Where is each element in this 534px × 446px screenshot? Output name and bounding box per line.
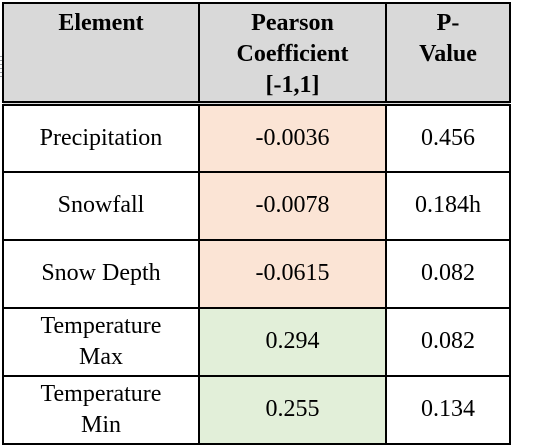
cell-pvalue: 0.082 [385,306,511,377]
element-name-line2: Min [80,411,121,438]
table-row: Snowfall -0.0078 0.184h [2,170,511,241]
element-name: Snowfall [57,192,145,218]
cell-pearson: -0.0036 [198,102,387,173]
cell-element: Snow Depth [2,238,200,309]
table-row: Temperature Max 0.294 0.082 [2,306,511,377]
element-name: Snow Depth [41,260,161,286]
cell-pvalue: 0.456 [385,102,511,173]
cell-pearson: 0.294 [198,306,387,377]
cell-pvalue: 0.082 [385,238,511,309]
element-name: Temperature [40,380,162,407]
header-pearson-line2: Coefficient [236,41,349,67]
header-pearson-coefficient: Pearson Coefficient [-1,1] [198,2,387,105]
header-pvalue-line1: P- [436,10,460,36]
cell-pvalue: 0.134 [385,374,511,445]
header-element: Element [2,2,200,105]
table-row: Temperature Min 0.255 0.134 [2,374,511,445]
header-pearson-line1: Pearson [251,10,334,36]
cell-pearson: 0.255 [198,374,387,445]
header-pearson-line3: [-1,1] [265,72,320,98]
header-pvalue-line2: Value [419,41,477,67]
cell-pvalue: 0.184h [385,170,511,241]
header-element-label: Element [58,10,144,36]
cell-pearson: -0.0615 [198,238,387,309]
table-row: Precipitation -0.0036 0.456 [2,102,511,173]
element-name-line2: Max [79,343,123,370]
element-name: Precipitation [39,124,163,151]
cell-pearson: -0.0078 [198,170,387,241]
cell-element: Snowfall [2,170,200,241]
element-name: Temperature [40,312,162,339]
table-row: Snow Depth -0.0615 0.082 [2,238,511,309]
header-p-value: P- Value [385,2,511,105]
correlation-table: Element Pearson Coefficient [-1,1] P- Va… [2,2,511,445]
cell-element: Precipitation [2,102,200,173]
cell-element: Temperature Min [2,374,200,445]
table-header-row: Element Pearson Coefficient [-1,1] P- Va… [2,2,511,105]
cell-element: Temperature Max [2,306,200,377]
